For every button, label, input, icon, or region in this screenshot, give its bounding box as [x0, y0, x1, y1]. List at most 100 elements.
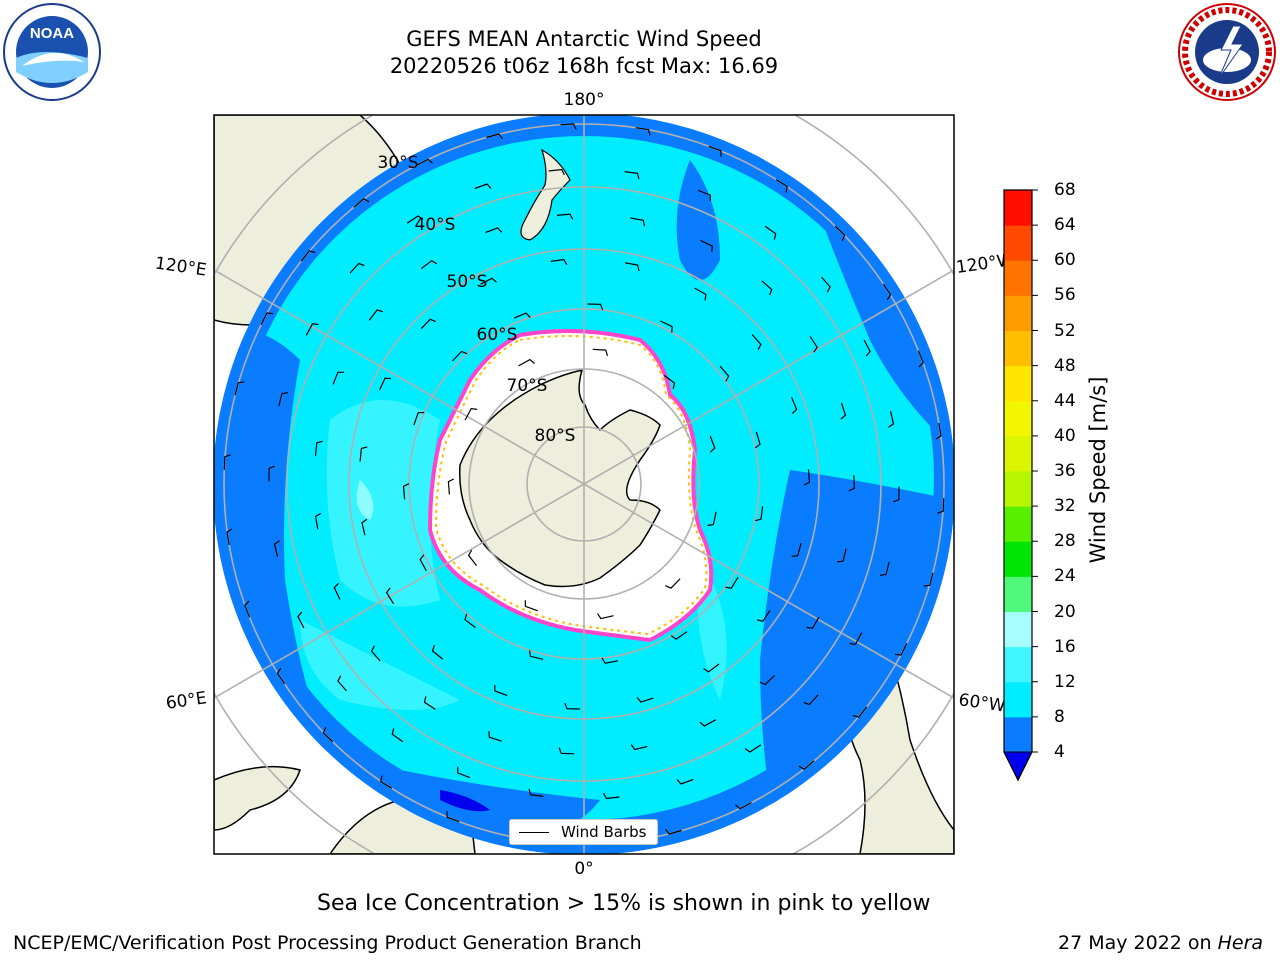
- wind-barb: [332, 371, 344, 385]
- wind-barb: [665, 578, 681, 589]
- colorbar-segment: [1004, 225, 1032, 261]
- colorbar-frame: [1003, 189, 1033, 782]
- wind-barb: [420, 318, 436, 330]
- wind-barb: [719, 365, 730, 382]
- colorbar-under-arrow: [1003, 751, 1033, 782]
- issue-date: 27 May 2022 on Hera: [1058, 932, 1263, 954]
- wind-barb: [624, 262, 640, 272]
- lat-label-80s: 80°S: [535, 426, 576, 446]
- wind-barb: [480, 277, 497, 285]
- colorbar-tick-label: 32: [1054, 496, 1076, 517]
- map-legend: Wind Barbs: [509, 819, 658, 845]
- colorbar: [1003, 189, 1038, 782]
- noaa-logo: NOAA: [3, 3, 101, 101]
- colorbar-tick-label: 4: [1054, 742, 1065, 762]
- wind-barb: [663, 374, 676, 390]
- lon-label-0: 0°: [574, 859, 593, 879]
- wind-barb: [564, 702, 581, 710]
- colorbar-segment: [1004, 295, 1032, 331]
- colorbar-tick-label: 52: [1054, 320, 1076, 341]
- wind-barb: [798, 760, 815, 770]
- lat-label-40s: 40°S: [415, 215, 456, 235]
- sea-ice-note: Sea Ice Concentration > 15% is shown in …: [317, 891, 931, 916]
- wind-barb: [735, 802, 752, 810]
- wind-barb: [852, 706, 868, 718]
- wind-barb: [494, 684, 508, 697]
- wind-barb: [413, 411, 425, 426]
- wind-barb: [416, 158, 433, 166]
- wind-barb: [676, 778, 694, 785]
- wind-barb: [431, 645, 444, 660]
- wind-barb: [849, 632, 863, 645]
- colorbar-tick-label: 60: [1054, 250, 1076, 271]
- wind-barb: [558, 747, 575, 755]
- wind-barb: [297, 611, 305, 629]
- lon-label-60w: 60°W: [957, 690, 1006, 716]
- wind-barb: [333, 582, 341, 600]
- wind-barb: [518, 358, 535, 367]
- noaa-logo-text: NOAA: [30, 25, 74, 42]
- wind-barb: [759, 674, 775, 686]
- wind-barb: [402, 483, 410, 500]
- colorbar-tick-label: 64: [1054, 215, 1076, 236]
- wind-barb: [423, 696, 436, 710]
- wind-barb: [806, 616, 820, 629]
- wind-barb: [751, 334, 762, 350]
- wind-barb: [268, 465, 275, 482]
- wind-barb: [486, 133, 503, 140]
- wind-barb: [524, 600, 538, 612]
- wind-barb: [361, 518, 368, 536]
- colorbar-tick-label: 24: [1054, 566, 1076, 587]
- wind-barb: [385, 587, 395, 605]
- wind-barb: [630, 217, 646, 227]
- wind-barb: [803, 694, 819, 706]
- wind-barb: [703, 663, 720, 673]
- wind-barb: [754, 431, 761, 449]
- wind-barb: [485, 227, 503, 234]
- lon-label-120e: 120°E: [154, 254, 208, 281]
- colorbar-tick-label: 56: [1054, 285, 1076, 306]
- wind-barb: [587, 303, 604, 311]
- wind-barb: [359, 446, 368, 462]
- lon-label-180: 180°: [564, 90, 605, 110]
- lat-label-60s: 60°S: [477, 325, 518, 345]
- lat-label-30s: 30°S: [378, 153, 419, 173]
- colorbar-tick-label: 44: [1054, 390, 1076, 411]
- wind-barb: [893, 486, 900, 503]
- wind-barb: [278, 392, 289, 407]
- wind-barb: [791, 542, 802, 557]
- wind-barb: [761, 280, 773, 296]
- wind-barb: [548, 168, 565, 176]
- wind-barb: [700, 239, 713, 253]
- wind-barb: [601, 657, 619, 664]
- wind-barb: [353, 198, 370, 208]
- wind-barb: [699, 719, 717, 727]
- legend-label: Wind Barbs: [561, 823, 647, 841]
- wind-barb: [467, 549, 477, 566]
- wind-barb: [882, 283, 892, 301]
- issue-date-text: 27 May 2022 on: [1058, 932, 1218, 954]
- wind-barb: [244, 600, 251, 618]
- wind-barb: [775, 179, 788, 193]
- wind-barb: [488, 731, 502, 742]
- colorbar-tick-label: 40: [1054, 425, 1076, 446]
- wind-barb: [709, 435, 716, 453]
- wind-barb: [305, 323, 319, 336]
- wind-barb: [821, 276, 831, 293]
- wind-barb: [406, 215, 424, 224]
- wind-barb: [888, 411, 895, 428]
- colorbar-tick-label: 16: [1054, 636, 1076, 657]
- wind-barb: [457, 766, 471, 779]
- colorbar-segment: [1004, 471, 1032, 507]
- nws-logo: [1178, 3, 1276, 101]
- wind-barb: [273, 540, 280, 557]
- graticule: [214, 115, 954, 854]
- wind-barb: [226, 528, 233, 546]
- wind-barb: [791, 397, 798, 414]
- wind-barb: [697, 189, 711, 202]
- wind-barb: [707, 511, 717, 527]
- wind-barb: [935, 422, 942, 440]
- colorbar-segment: [1004, 541, 1032, 577]
- issue-machine: Hera: [1217, 932, 1264, 954]
